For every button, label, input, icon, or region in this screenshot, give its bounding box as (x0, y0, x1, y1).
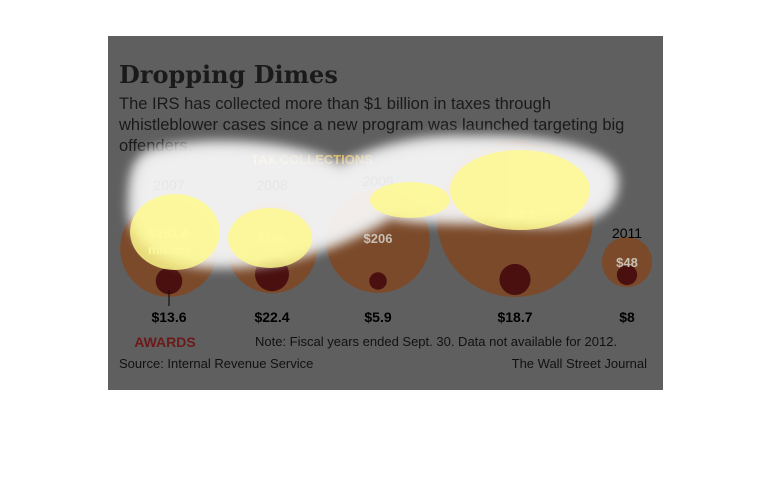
award-value-2009: $5.9 (364, 309, 391, 325)
award-value-2011: $8 (619, 309, 635, 325)
award-bubble-2011 (616, 264, 638, 286)
award-value-2007: $13.6 (151, 309, 186, 325)
award-bubble-2009 (369, 272, 387, 290)
award-value-2010: $18.7 (497, 309, 532, 325)
legend-awards: AWARDS (134, 334, 195, 350)
source-line: Source: Internal Revenue Service (119, 356, 314, 371)
award-bubble-2007 (155, 267, 183, 295)
year-label-2011: 2011 (612, 225, 642, 241)
chart-title: Dropping Dimes (119, 60, 338, 89)
legend-tax-collections: TAX COLLECTIONS (251, 152, 373, 167)
award-bubble-2010 (499, 263, 531, 295)
collection-label-unit-2007: million (148, 242, 190, 257)
award-bubble-2008 (255, 257, 289, 292)
collection-label-2009: $206 (364, 231, 393, 246)
collection-label-2007: $181.8 (149, 226, 189, 241)
collection-label-2008: $156 (258, 231, 287, 246)
collection-label-2010: $464.7 (495, 207, 535, 222)
credit-line: The Wall Street Journal (511, 356, 647, 371)
year-label-2010: 2010 (499, 153, 530, 169)
collection-label-2011: $48 (616, 255, 638, 270)
award-value-2008: $22.4 (254, 309, 289, 325)
year-label-2007: 2007 (153, 177, 184, 193)
footnote: Note: Fiscal years ended Sept. 30. Data … (255, 334, 618, 349)
year-label-2008: 2008 (256, 177, 287, 193)
year-label-2009: 2009 (362, 173, 393, 189)
